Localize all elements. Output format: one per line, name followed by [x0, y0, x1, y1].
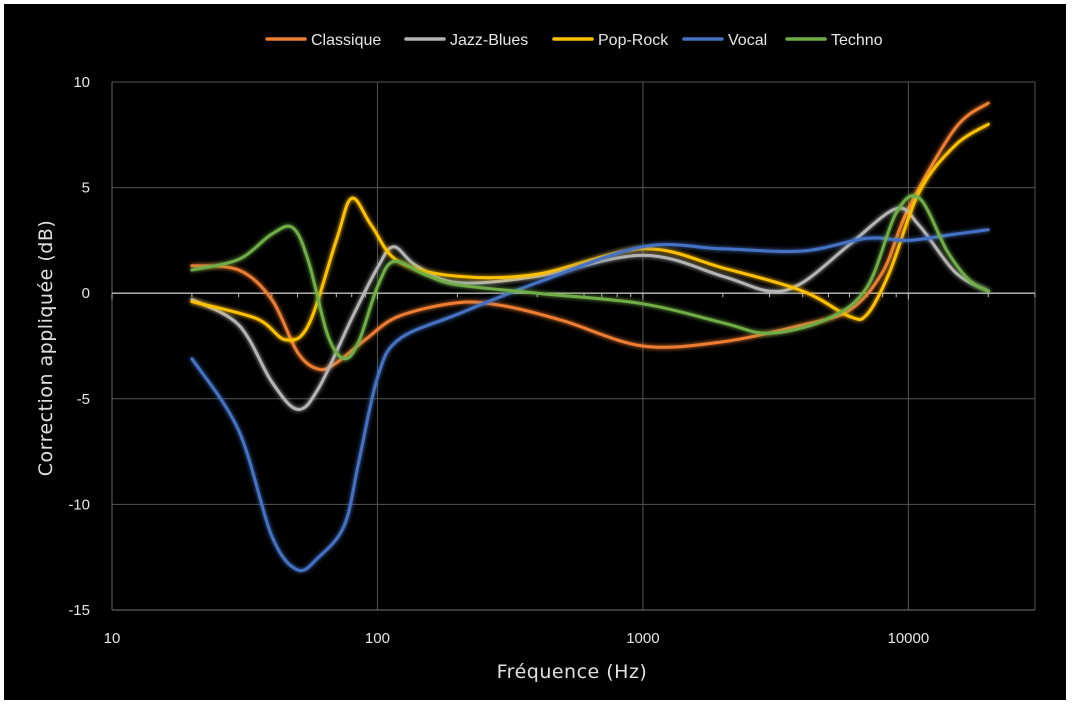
x-tick-label: 10 [104, 630, 121, 647]
x-tick-label: 100 [365, 630, 390, 647]
series-lines [190, 101, 990, 573]
grid [111, 81, 1036, 611]
legend-item-classique[interactable]: Classique [265, 32, 381, 49]
legend-label: Jazz-Blues [450, 32, 528, 49]
series-line-techno [190, 194, 990, 361]
legend-label: Techno [831, 32, 883, 49]
series-line-pop-rock [190, 122, 990, 342]
series-line-vocal [190, 228, 990, 573]
y-tick-label: 5 [82, 180, 90, 197]
y-tick-label: -15 [68, 602, 90, 619]
axes [111, 82, 1036, 611]
legend-item-pop-rock[interactable]: Pop-Rock [552, 32, 669, 49]
series-line-jazz-blues [190, 206, 990, 411]
legend-item-jazz-blues[interactable]: Jazz-Blues [404, 32, 528, 49]
chart-panel [4, 4, 1066, 700]
legend-label: Vocal [728, 32, 767, 49]
y-tick-label: -5 [77, 391, 90, 408]
series-line-classique [190, 101, 990, 372]
legend-label: Classique [311, 32, 381, 49]
tick-labels: -15 -10 -5 0 5 10 10 100 1000 10000 [68, 74, 929, 647]
legend-item-techno[interactable]: Techno [785, 32, 883, 49]
y-tick-label: 10 [73, 74, 90, 91]
legend-label: Pop-Rock [598, 32, 669, 49]
legend-item-vocal[interactable]: Vocal [682, 32, 767, 49]
y-tick-label: 0 [82, 285, 90, 302]
x-tick-label: 1000 [626, 630, 659, 647]
x-axis-title: Fréquence (Hz) [497, 661, 648, 683]
x-tick-label: 10000 [887, 630, 929, 647]
legend: Classique Jazz-Blues Pop-Rock Vocal Techno [265, 32, 883, 49]
y-tick-label: -10 [68, 496, 90, 513]
y-axis-title: Correction appliquée (dB) [35, 220, 57, 477]
